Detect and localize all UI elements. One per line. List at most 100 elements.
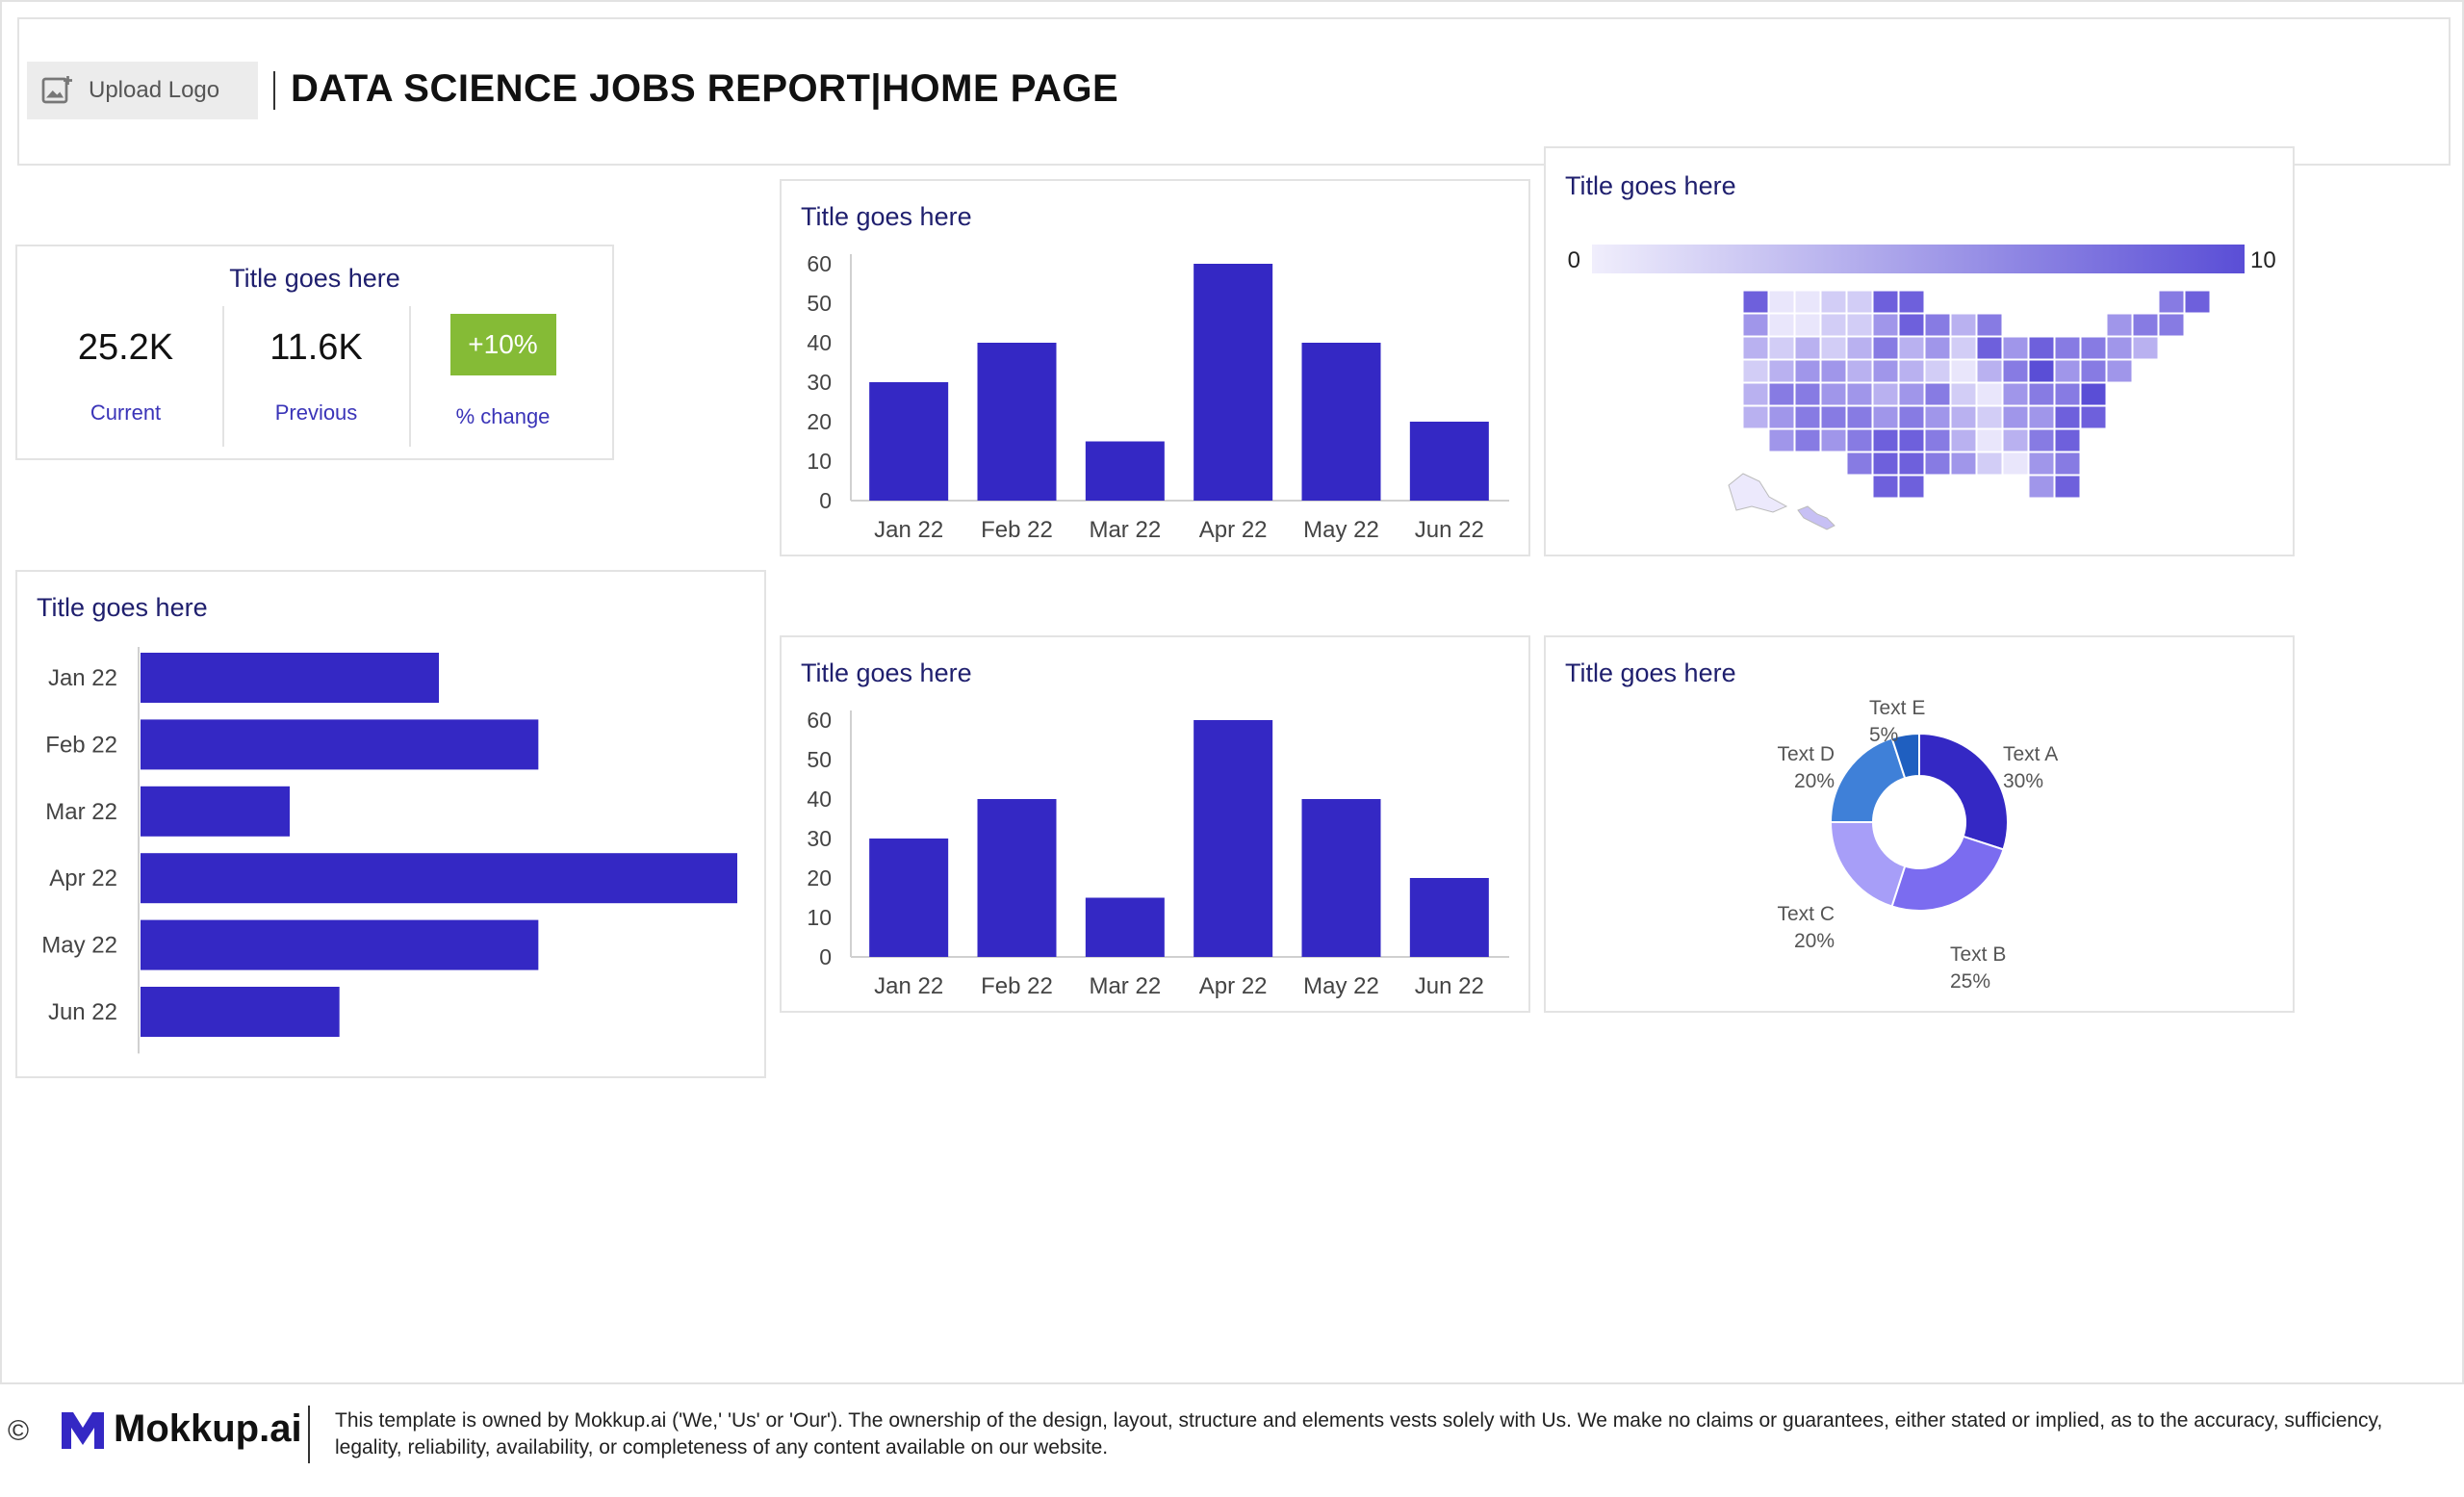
- map-state[interactable]: [1950, 336, 1977, 360]
- map-state[interactable]: [1742, 313, 1769, 337]
- map-state[interactable]: [2002, 336, 2029, 360]
- map-state[interactable]: [1924, 382, 1951, 406]
- map-state[interactable]: [2028, 405, 2055, 429]
- map-state[interactable]: [1768, 313, 1795, 337]
- donut-slice[interactable]: [1890, 732, 1920, 780]
- bar[interactable]: [141, 786, 290, 837]
- map-state[interactable]: [1872, 428, 1899, 452]
- bar[interactable]: [1085, 441, 1165, 502]
- bar[interactable]: [977, 799, 1057, 957]
- map-state[interactable]: [1924, 452, 1951, 476]
- map-state-alaska[interactable]: [1728, 473, 1788, 513]
- map-state[interactable]: [2054, 336, 2081, 360]
- bar[interactable]: [141, 653, 439, 703]
- map-state[interactable]: [2106, 359, 2133, 383]
- donut-slice[interactable]: [1829, 736, 1907, 823]
- mokkup-logo[interactable]: Mokkup.ai: [60, 1407, 302, 1451]
- map-state[interactable]: [1924, 359, 1951, 383]
- map-state[interactable]: [1768, 428, 1795, 452]
- map-state[interactable]: [1820, 382, 1847, 406]
- map-state[interactable]: [1898, 359, 1925, 383]
- map-state[interactable]: [1742, 336, 1769, 360]
- map-state[interactable]: [1846, 405, 1873, 429]
- map-state[interactable]: [1872, 405, 1899, 429]
- upload-logo-button[interactable]: Upload Logo: [27, 62, 258, 119]
- donut-slice[interactable]: [1829, 821, 1907, 908]
- map-state[interactable]: [1768, 382, 1795, 406]
- map-state[interactable]: [2132, 336, 2159, 360]
- map-state[interactable]: [1846, 290, 1873, 314]
- bar[interactable]: [141, 853, 737, 904]
- map-state[interactable]: [1820, 336, 1847, 360]
- map-state[interactable]: [1898, 290, 1925, 314]
- map-state[interactable]: [2002, 452, 2029, 476]
- bar[interactable]: [977, 343, 1057, 501]
- map-state[interactable]: [2054, 428, 2081, 452]
- map-state[interactable]: [1872, 452, 1899, 476]
- map-state[interactable]: [1872, 359, 1899, 383]
- bar[interactable]: [869, 839, 949, 957]
- map-state[interactable]: [2080, 359, 2107, 383]
- map-state[interactable]: [2028, 475, 2055, 499]
- map-state[interactable]: [1768, 405, 1795, 429]
- map-state[interactable]: [2002, 405, 2029, 429]
- map-state[interactable]: [1898, 382, 1925, 406]
- map-state[interactable]: [1898, 452, 1925, 476]
- map-state[interactable]: [2080, 405, 2107, 429]
- map-state[interactable]: [1950, 313, 1977, 337]
- map-state[interactable]: [1794, 382, 1821, 406]
- map-state[interactable]: [1846, 428, 1873, 452]
- map-state[interactable]: [1872, 313, 1899, 337]
- bar[interactable]: [1409, 878, 1489, 957]
- map-state[interactable]: [1976, 452, 2003, 476]
- map-state[interactable]: [1872, 336, 1899, 360]
- map-state[interactable]: [1898, 336, 1925, 360]
- map-state[interactable]: [1794, 405, 1821, 429]
- map-state[interactable]: [1950, 428, 1977, 452]
- map-state[interactable]: [1976, 428, 2003, 452]
- map-state[interactable]: [2158, 290, 2185, 314]
- map-state[interactable]: [1742, 405, 1769, 429]
- bar[interactable]: [1301, 799, 1381, 957]
- map-state[interactable]: [1924, 313, 1951, 337]
- map-state[interactable]: [1872, 475, 1899, 499]
- map-state[interactable]: [2158, 313, 2185, 337]
- donut-slice[interactable]: [1890, 835, 2005, 912]
- bar[interactable]: [141, 919, 539, 970]
- map-state[interactable]: [1898, 428, 1925, 452]
- map-state[interactable]: [2080, 382, 2107, 406]
- map-state[interactable]: [1820, 313, 1847, 337]
- map-state[interactable]: [1846, 452, 1873, 476]
- map-state[interactable]: [2002, 382, 2029, 406]
- map-state[interactable]: [2132, 313, 2159, 337]
- bar[interactable]: [1409, 422, 1489, 501]
- map-state[interactable]: [2184, 290, 2211, 314]
- map-state[interactable]: [2002, 428, 2029, 452]
- donut-slice[interactable]: [1918, 732, 2009, 851]
- map-state[interactable]: [1794, 290, 1821, 314]
- map-state[interactable]: [2028, 452, 2055, 476]
- map-state[interactable]: [1820, 405, 1847, 429]
- map-state[interactable]: [1950, 359, 1977, 383]
- map-state[interactable]: [2028, 336, 2055, 360]
- bar[interactable]: [141, 719, 539, 770]
- map-state[interactable]: [1742, 382, 1769, 406]
- map-state[interactable]: [2054, 382, 2081, 406]
- map-state[interactable]: [2054, 359, 2081, 383]
- map-state[interactable]: [2106, 313, 2133, 337]
- map-state[interactable]: [1924, 405, 1951, 429]
- map-state-hawaii[interactable]: [1797, 505, 1835, 530]
- map-state[interactable]: [1950, 452, 1977, 476]
- map-state[interactable]: [1820, 428, 1847, 452]
- map-state[interactable]: [1872, 382, 1899, 406]
- bar[interactable]: [1194, 264, 1273, 501]
- map-state[interactable]: [2106, 336, 2133, 360]
- map-state[interactable]: [1950, 405, 1977, 429]
- map-state[interactable]: [1898, 475, 1925, 499]
- map-state[interactable]: [2028, 382, 2055, 406]
- map-state[interactable]: [2054, 405, 2081, 429]
- bar[interactable]: [1194, 720, 1273, 957]
- map-state[interactable]: [1820, 290, 1847, 314]
- map-state[interactable]: [1794, 313, 1821, 337]
- map-state[interactable]: [2054, 452, 2081, 476]
